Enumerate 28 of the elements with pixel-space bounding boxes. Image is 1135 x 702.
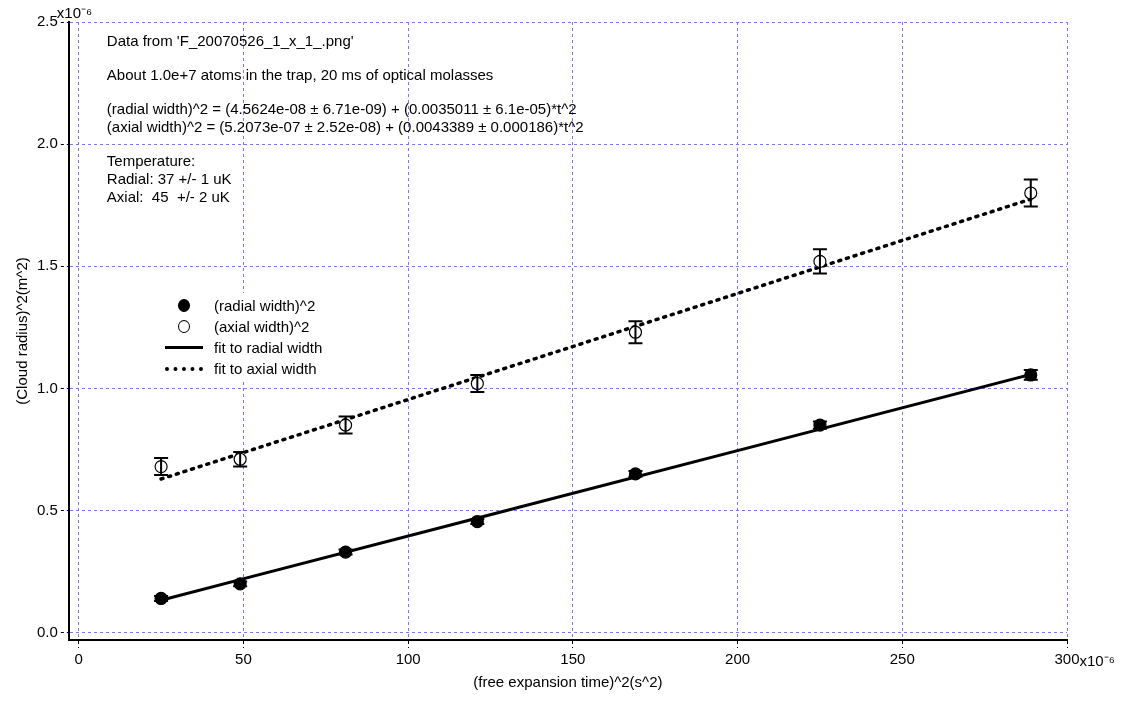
annotation: Data from 'F_20070526_1_x_1_.png' [106,31,354,49]
annotation: About 1.0e+7 atoms in the trap, 20 ms of optical molasses [106,65,494,83]
annotation: (axial width)^2 = (5.2073e-07 ± 2.52e-08) + (0.0043389 ± 0.000186)*t^2 [106,117,584,135]
text: x10⁻⁶ [1079,651,1115,669]
legend-label: fit to radial width [214,339,323,356]
x-tick-label: 150 [560,650,586,668]
x-tick-label: 50 [235,650,252,668]
legend-label: (radial width)^2 [214,297,316,314]
x-tick-label: 0 [74,650,83,668]
legend-label: (axial width)^2 [214,318,310,335]
x-tick-label: 100 [395,650,421,668]
x-tick-label: 200 [725,650,751,668]
annotation: Radial: 37 +/- 1 uK [106,169,232,187]
y-tick-label: 0.0 [36,622,58,640]
annotation: (radial width)^2 = (4.5624e-08 ± 6.71e-09) + (0.0035011 ± 6.1e-05)*t^2 [106,99,577,117]
y-tick-label: 2.5 [36,12,58,30]
text: x10⁻⁶ [56,4,93,22]
legend-label: fit to axial width [214,360,317,377]
y-tick-label: 0.5 [36,500,58,518]
annotation: Axial: 45 +/- 2 uK [106,187,230,205]
x-tick-label: 250 [889,650,915,668]
y-axis-title: (Cloud radius)^2(m^2) [13,257,31,405]
annotation: Temperature: [106,151,196,169]
x-axis-title: (free expansion time)^2(s^2) [473,673,663,691]
x-tick-label: 300 [1054,650,1080,668]
y-tick-label: 2.0 [36,134,58,152]
y-tick-label: 1.5 [36,256,58,274]
y-tick-label: 1.0 [36,378,58,396]
